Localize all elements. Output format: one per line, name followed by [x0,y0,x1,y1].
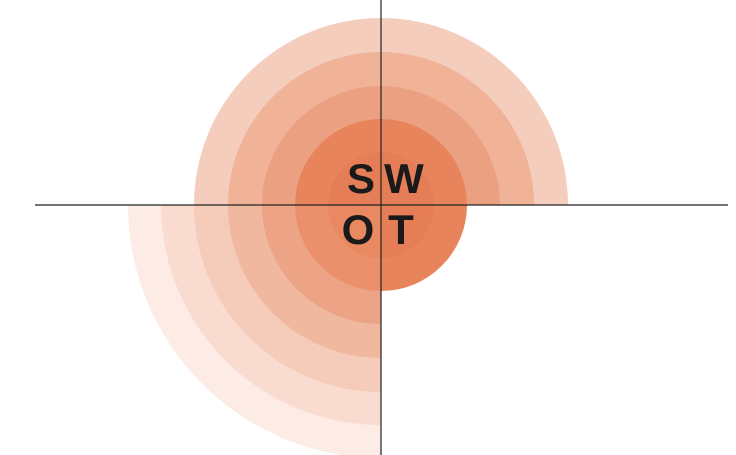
opportunities-rings [128,205,381,455]
strengths-label: S [347,155,375,202]
ring [328,205,381,258]
threats-label: T [388,206,414,253]
threats-rings [381,205,467,291]
opportunities-label: O [342,206,375,253]
ring [381,205,434,258]
weaknesses-label: W [384,155,424,202]
